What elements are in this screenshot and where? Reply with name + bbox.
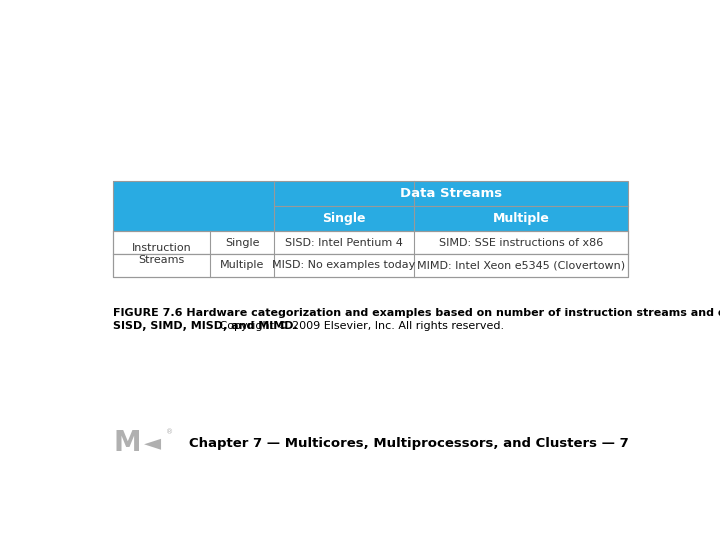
Bar [114, 231, 629, 254]
Text: Instruction
Streams: Instruction Streams [132, 243, 192, 265]
Text: Single: Single [322, 212, 366, 225]
Bar [114, 181, 629, 277]
Text: Data Streams: Data Streams [400, 187, 503, 200]
Text: Single: Single [225, 238, 259, 247]
Text: FIGURE 7.6 Hardware categorization and examples based on number of instruction s: FIGURE 7.6 Hardware categorization and e… [114, 308, 720, 318]
Bar [274, 206, 413, 231]
Text: ◄: ◄ [144, 433, 161, 453]
Bar [114, 254, 629, 277]
Text: Multiple: Multiple [220, 260, 264, 271]
Text: Multiple: Multiple [492, 212, 549, 225]
Text: Copyright © 2009 Elsevier, Inc. All rights reserved.: Copyright © 2009 Elsevier, Inc. All righ… [216, 321, 504, 330]
Bar [274, 181, 629, 206]
Text: M: M [114, 429, 141, 457]
Text: ®: ® [166, 430, 174, 436]
Text: SISD, SIMD, MISD, and MIMD.: SISD, SIMD, MISD, and MIMD. [114, 321, 298, 330]
Text: SIMD: SSE instructions of x86: SIMD: SSE instructions of x86 [439, 238, 603, 247]
Bar [114, 181, 274, 231]
Text: MIMD: Intel Xeon e5345 (Clovertown): MIMD: Intel Xeon e5345 (Clovertown) [417, 260, 625, 271]
Text: SISD: Intel Pentium 4: SISD: Intel Pentium 4 [285, 238, 402, 247]
Bar [413, 206, 629, 231]
Text: Chapter 7 — Multicores, Multiprocessors, and Clusters — 7: Chapter 7 — Multicores, Multiprocessors,… [189, 437, 629, 450]
Text: MISD: No examples today: MISD: No examples today [272, 260, 415, 271]
